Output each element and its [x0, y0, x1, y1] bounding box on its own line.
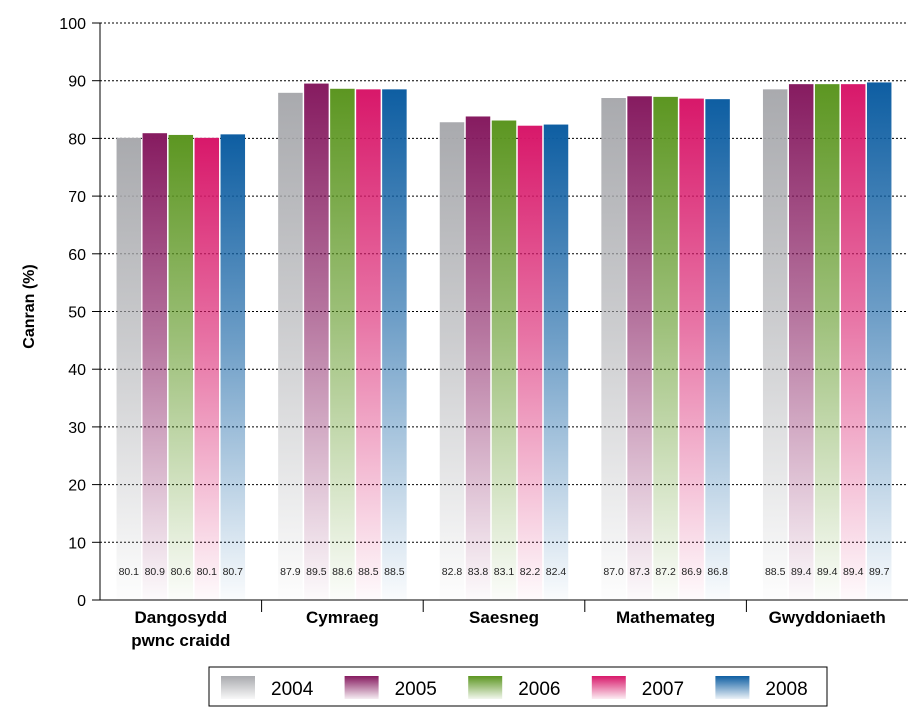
- category-label: Mathemateg: [616, 608, 715, 627]
- legend-label: 2006: [518, 679, 560, 700]
- data-label: 89.5: [306, 566, 327, 578]
- bar-2007: [194, 137, 220, 600]
- data-label: 80.7: [223, 566, 244, 578]
- bar-2005: [465, 116, 491, 600]
- bar-2007: [840, 84, 866, 601]
- y-tick-label: 40: [68, 362, 86, 379]
- y-tick-label: 90: [68, 74, 86, 91]
- legend-swatch: [715, 676, 750, 699]
- y-tick-label: 100: [59, 16, 86, 33]
- legend-label: 2007: [642, 679, 684, 700]
- y-tick-label: 30: [68, 420, 86, 437]
- data-label: 80.1: [197, 566, 218, 578]
- bar-2008: [220, 134, 246, 600]
- data-label: 88.6: [332, 566, 353, 578]
- bar-2004: [601, 98, 626, 600]
- bar-2005: [304, 83, 329, 600]
- data-label: 88.5: [358, 566, 379, 578]
- y-tick-label: 20: [68, 478, 86, 495]
- data-label: 86.9: [681, 566, 702, 578]
- category-label: Gwyddoniaeth: [769, 608, 886, 627]
- data-label: 87.0: [603, 566, 624, 578]
- bar-2006: [491, 120, 517, 600]
- bar-2007: [517, 125, 543, 601]
- legend-swatch: [468, 676, 503, 699]
- legend-label: 2008: [765, 679, 807, 700]
- axes: 0 10 20 30 40 50 60 70 80 90 100 Canran (%) Dangosyd…: [21, 16, 908, 650]
- data-label: 80.9: [145, 566, 166, 578]
- data-label: 82.8: [442, 566, 463, 578]
- legend-label: 2004: [271, 679, 314, 700]
- bars: [116, 82, 892, 601]
- bar-2008: [543, 124, 569, 600]
- bar-2004: [762, 89, 788, 600]
- category-label: pwnc craidd: [131, 631, 230, 650]
- data-label: 82.4: [546, 566, 567, 578]
- data-label: 87.3: [629, 566, 650, 578]
- data-label: 83.1: [494, 566, 515, 578]
- bar-2008: [382, 89, 407, 600]
- legend-label: 2005: [395, 679, 437, 700]
- bar-2008: [866, 82, 892, 600]
- y-tick-label: 70: [68, 189, 86, 206]
- data-label: 89.7: [869, 566, 890, 578]
- category-label: Dangosydd: [135, 608, 228, 627]
- bar-2007: [679, 98, 704, 600]
- bar-2008: [705, 99, 730, 600]
- y-tick-label: 60: [68, 247, 86, 264]
- y-tick-label: 10: [68, 535, 86, 552]
- y-tick-label: 50: [68, 305, 86, 322]
- bar-2006: [814, 84, 840, 601]
- y-axis-title: Canran (%): [21, 264, 38, 348]
- data-label: 88.5: [765, 566, 786, 578]
- data-label: 89.4: [817, 566, 838, 578]
- legend-swatch: [221, 676, 255, 699]
- category-label: Cymraeg: [306, 608, 379, 627]
- bar-2005: [142, 133, 168, 600]
- data-label: 89.4: [843, 566, 864, 578]
- data-label: 89.4: [791, 566, 812, 578]
- bar-2006: [168, 134, 194, 601]
- legend-swatch: [344, 676, 379, 699]
- legend: 2004 2005 2006 2007 2008: [208, 666, 828, 707]
- bar-2004: [439, 122, 465, 600]
- data-label: 87.9: [280, 566, 301, 578]
- bar-2006: [330, 88, 355, 600]
- legend-swatch: [591, 676, 626, 699]
- bar-2005: [788, 84, 814, 601]
- bar-2004: [116, 137, 142, 600]
- data-label: 86.8: [707, 566, 728, 578]
- bar-2007: [356, 89, 381, 600]
- bar-2006: [653, 96, 678, 600]
- category-label: Saesneg: [469, 608, 539, 627]
- data-label: 82.2: [520, 566, 541, 578]
- data-labels: 80.1 80.9 80.6 80.1 80.7 87.9 89.5 88.6 88.5 88.5…: [119, 566, 890, 578]
- data-label: 88.5: [384, 566, 405, 578]
- y-tick-label: 0: [77, 593, 86, 610]
- data-label: 80.6: [171, 566, 192, 578]
- data-label: 87.2: [655, 566, 676, 578]
- data-label: 83.8: [468, 566, 489, 578]
- y-tick-label: 80: [68, 131, 86, 148]
- bar-2005: [627, 96, 652, 601]
- bar-2004: [278, 92, 303, 600]
- data-label: 80.1: [119, 566, 140, 578]
